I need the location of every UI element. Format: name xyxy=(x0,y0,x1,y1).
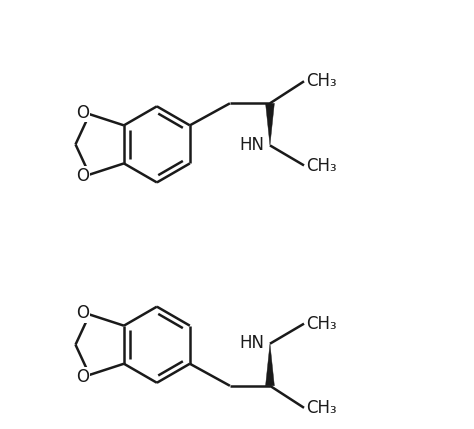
Text: O: O xyxy=(76,167,89,185)
Polygon shape xyxy=(265,344,274,386)
Text: HN: HN xyxy=(239,334,264,352)
Polygon shape xyxy=(265,103,274,145)
Text: O: O xyxy=(76,368,89,386)
Text: HN: HN xyxy=(239,136,264,154)
Text: CH₃: CH₃ xyxy=(306,399,337,417)
Text: CH₃: CH₃ xyxy=(306,315,337,332)
Text: O: O xyxy=(76,103,89,121)
Text: O: O xyxy=(76,304,89,322)
Text: CH₃: CH₃ xyxy=(306,73,337,90)
Text: CH₃: CH₃ xyxy=(306,157,337,175)
